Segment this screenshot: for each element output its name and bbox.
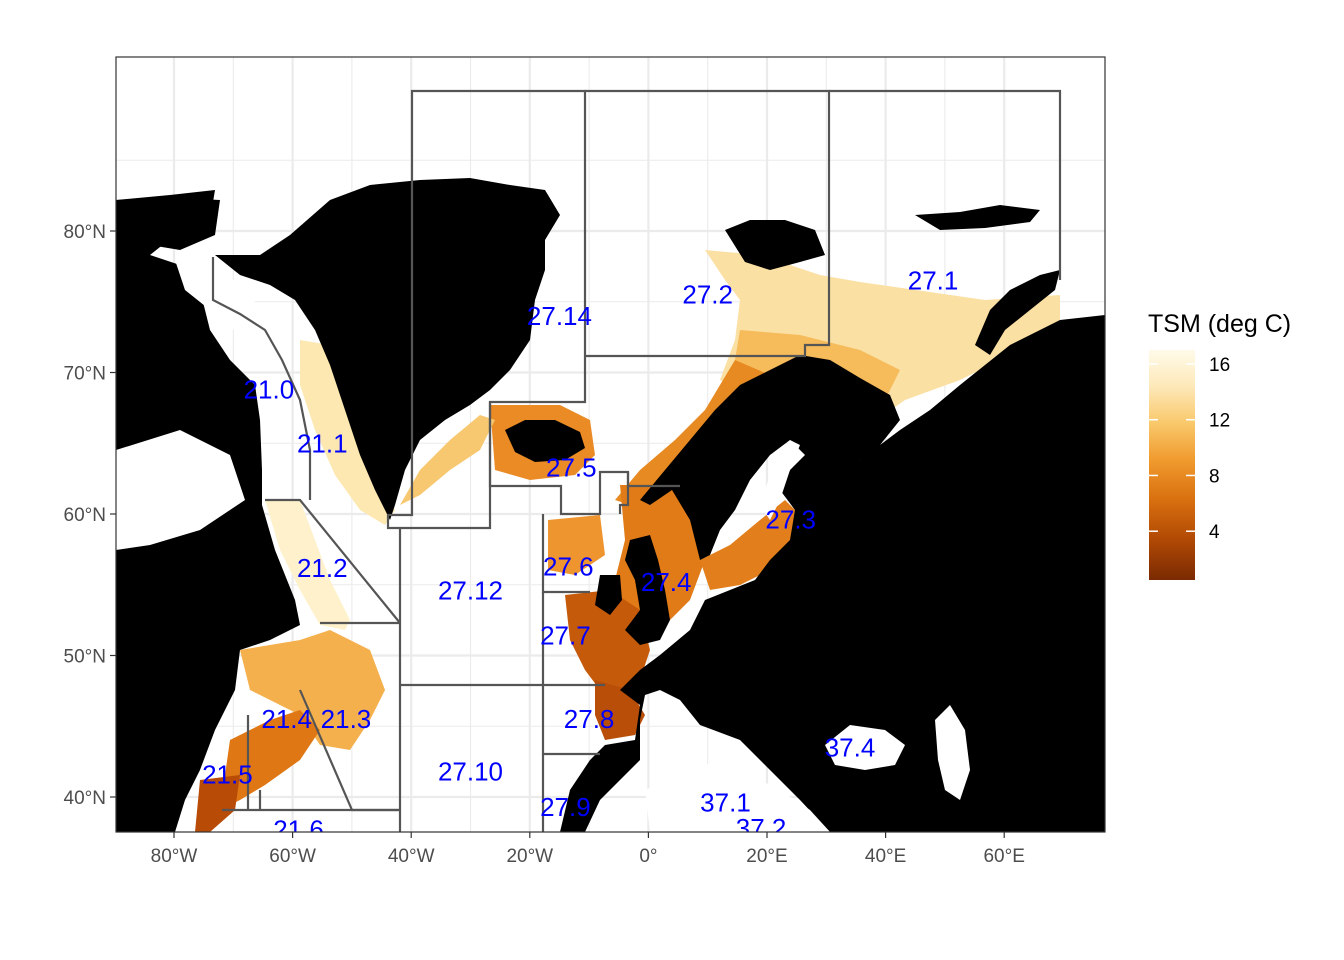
legend-ticks: 4 8 12 16 xyxy=(1149,355,1230,543)
legend-colorbar xyxy=(1149,350,1195,580)
mediterranean-sea xyxy=(645,760,830,832)
sst-mid-atlantic-bight xyxy=(195,775,240,832)
area-label: 21.6 xyxy=(273,815,324,845)
area-label: 37.4 xyxy=(825,732,876,762)
caspian-sea xyxy=(935,705,970,800)
area-label: 27.6 xyxy=(543,551,594,581)
x-tick-label: 20°W xyxy=(506,846,553,867)
sst-rockall xyxy=(548,515,605,575)
area-label: 27.9 xyxy=(540,792,591,822)
boundary-27-14 xyxy=(386,89,587,530)
sst-gulf-st-lawrence xyxy=(240,630,385,750)
y-tick-label: 50°N xyxy=(64,647,106,668)
area-label: 21.4 xyxy=(261,704,312,734)
panel-frame xyxy=(115,56,1106,833)
area-label: 37.1 xyxy=(700,788,751,818)
area-label: 27.10 xyxy=(438,757,503,787)
x-tick-label: 40°W xyxy=(388,846,435,867)
land-eurasia xyxy=(560,315,1105,832)
area-boundaries xyxy=(211,89,1062,832)
x-tick-label: 0° xyxy=(639,846,657,867)
boundary-27-4 xyxy=(618,472,630,514)
land-baffin-north xyxy=(116,198,220,250)
sst-north-sea xyxy=(615,485,705,640)
boundary-21-0 xyxy=(211,257,312,500)
area-label: 27.7 xyxy=(540,621,591,651)
y-tick-label: 60°N xyxy=(64,505,106,526)
y-axis: 40°N 50°N 60°N 70°N 80°N xyxy=(64,222,116,809)
land-greenland xyxy=(215,178,560,520)
area-labels: 27.1 27.2 27.14 21.021.1 27.5 27.3 27.6 27.4 21.… xyxy=(202,266,959,845)
sst-labrador xyxy=(265,500,350,630)
x-tick-label: 60°W xyxy=(269,846,316,867)
area-label: 21.2 xyxy=(297,553,348,583)
area-label: 27.12 xyxy=(438,575,503,605)
legend-tick-label: 8 xyxy=(1209,466,1220,487)
area-label: 21.3 xyxy=(321,704,372,734)
y-tick-label: 40°N xyxy=(64,788,106,809)
land-svalbard xyxy=(725,220,825,270)
sst-celtic-sea xyxy=(565,590,650,700)
legend: TSM (deg C) 4 8 12 16 xyxy=(1148,310,1291,580)
area-label: 27.14 xyxy=(527,301,592,331)
baltic-sea-water xyxy=(760,440,800,520)
legend-title: TSM (deg C) xyxy=(1148,310,1291,338)
x-tick-label: 80°W xyxy=(151,846,198,867)
y-tick-label: 80°N xyxy=(64,222,106,243)
boundary-27-1 xyxy=(829,89,1062,280)
legend-tick-label: 12 xyxy=(1209,411,1230,432)
area-label: 27.5 xyxy=(546,452,597,482)
land-iceland xyxy=(505,420,585,462)
x-tick-label: 20°E xyxy=(746,846,787,867)
area-label: 37.2 xyxy=(736,813,787,843)
x-tick-label: 40°E xyxy=(865,846,906,867)
area-label: 21.5 xyxy=(202,759,253,789)
land xyxy=(116,178,1105,832)
legend-tick-label: 16 xyxy=(1209,355,1230,376)
land-novaya-zemlya xyxy=(975,270,1060,355)
land-ireland xyxy=(595,575,622,615)
area-label: 27.2 xyxy=(682,280,733,310)
sst-greenland-east xyxy=(400,415,495,505)
x-axis: 80°W 60°W 40°W 20°W 0° 20°E 40°E 60°E xyxy=(151,832,1025,867)
black-sea xyxy=(825,725,905,770)
area-label: 27.1 xyxy=(908,266,959,296)
land-franz-josef xyxy=(915,205,1040,230)
land-great-britain xyxy=(625,535,670,645)
x-tick-label: 60°E xyxy=(983,846,1024,867)
sst-baltic xyxy=(700,500,800,590)
sst-scotian-shelf xyxy=(220,710,320,810)
sst-barents-sea xyxy=(705,250,1060,455)
area-label: 27.4 xyxy=(641,567,692,597)
area-label: 21.1 xyxy=(297,428,348,458)
area-label: 27.3 xyxy=(765,505,816,535)
boundary-21-1 xyxy=(265,498,401,624)
hudson-bay xyxy=(116,430,245,550)
boundary-27-2 xyxy=(585,89,831,358)
area-label: 27.8 xyxy=(564,704,615,734)
y-tick-label: 70°N xyxy=(64,364,106,385)
legend-tick-label: 4 xyxy=(1209,522,1220,543)
area-label: 21.0 xyxy=(244,374,295,404)
